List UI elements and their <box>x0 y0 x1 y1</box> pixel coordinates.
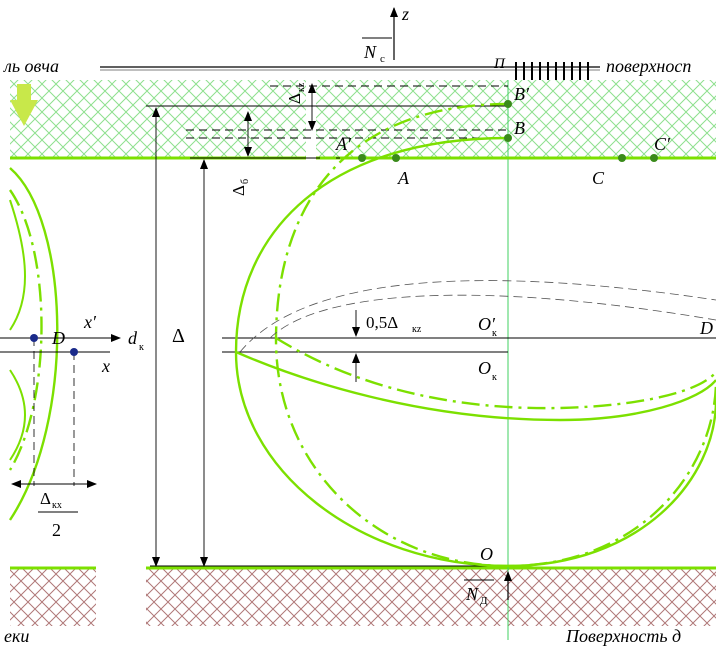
label-D-left: D <box>51 328 65 348</box>
label-top-left: ль овча <box>3 56 59 76</box>
label-z: z <box>401 4 409 24</box>
label-x-prime: x′ <box>83 312 97 332</box>
label-frac-denominator: 2 <box>52 520 61 540</box>
ruler-ticks <box>515 62 589 80</box>
load-arrow-icon <box>10 84 38 126</box>
label-x: x <box>101 356 110 376</box>
contact-ellipses <box>234 102 716 568</box>
lower-surface-layer <box>10 566 716 626</box>
labels: z N с П ль овча поверхносп B′ B A′ A C C… <box>3 4 713 646</box>
label-B: B <box>514 118 525 138</box>
label-delta-b-sub: б <box>240 179 251 184</box>
label-A-prime: A′ <box>335 134 352 154</box>
label-C: C <box>592 168 605 188</box>
label-top-right: поверхносп <box>606 56 691 76</box>
label-delta-kz-top: Δ <box>285 93 304 104</box>
label-force-top-sub: с <box>380 53 385 65</box>
label-dk: d <box>128 328 138 348</box>
label-ok-sub: к <box>492 372 497 383</box>
label-top-point-sub: П <box>493 56 506 72</box>
label-D-right: D <box>699 318 713 338</box>
label-half-delta-kz: 0,5Δ <box>366 313 398 332</box>
label-force-bottom: N <box>465 584 479 604</box>
label-ok-prime-sub: к <box>492 328 497 339</box>
label-delta-b: Δ <box>229 185 248 196</box>
label-A: A <box>397 168 410 188</box>
label-delta-main: Δ <box>172 325 185 347</box>
label-bottom-right: Поверхность д <box>565 626 681 646</box>
left-wheel-section <box>0 167 121 521</box>
label-bottom-left: еки <box>4 626 29 646</box>
label-ok: O <box>478 358 491 378</box>
label-delta-kx: Δ <box>40 489 51 508</box>
label-ok-prime: O′ <box>478 314 496 334</box>
label-O: O <box>480 544 493 564</box>
label-B-prime: B′ <box>514 84 530 104</box>
vertical-axis <box>390 7 512 640</box>
label-force-top: N <box>363 42 377 62</box>
label-half-delta-kz-sub: кz <box>412 324 422 335</box>
point-markers <box>30 100 658 356</box>
label-force-bottom-sub: Д <box>480 595 488 607</box>
label-delta-kz-top-sub: кz <box>296 82 307 92</box>
label-dk-sub: к <box>139 342 144 353</box>
upper-surface-layer <box>0 52 716 160</box>
label-C-prime: C′ <box>654 134 671 154</box>
dimension-lines <box>146 83 716 567</box>
label-delta-kx-sub: кx <box>52 500 62 511</box>
